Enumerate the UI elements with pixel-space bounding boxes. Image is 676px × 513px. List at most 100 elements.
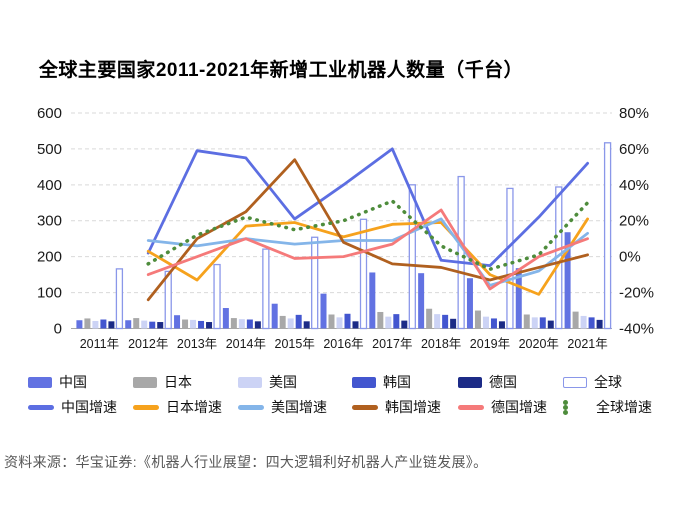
legend-item-全球: 全球 <box>563 374 622 390</box>
bar-德国 <box>596 319 603 329</box>
legend-label: 美国增速 <box>271 399 327 415</box>
bar-全球 <box>213 263 221 330</box>
legend-swatch-bar <box>28 376 52 388</box>
bar-美国 <box>531 317 538 329</box>
bar-韩国 <box>588 317 595 329</box>
legend-label: 中国增速 <box>61 399 117 415</box>
bar-德国 <box>108 321 115 329</box>
bar-日本 <box>328 314 335 329</box>
legend-item-日本: 日本 <box>133 374 192 390</box>
x-axis-label: 2014年 <box>226 337 266 351</box>
growth-line-全球增速 <box>146 199 590 272</box>
bar-中国 <box>125 320 132 329</box>
x-axis-label: 2011年 <box>80 337 119 351</box>
bar-美国 <box>92 320 99 329</box>
legend-swatch-line <box>133 404 159 410</box>
bar-日本 <box>133 318 140 329</box>
bar-韩国 <box>100 319 107 329</box>
legend-label: 美国 <box>269 374 297 390</box>
right-axis-tick: 0% <box>619 249 641 266</box>
bar-中国 <box>222 308 229 329</box>
legend-item-韩国增速: 韩国增速 <box>352 399 441 415</box>
bar-美国 <box>434 314 441 329</box>
bar-日本 <box>279 315 286 329</box>
x-axis-label: 2018年 <box>421 337 461 351</box>
legend-swatch-line <box>352 404 378 410</box>
legend-item-全球增速: 全球增速 <box>563 399 652 415</box>
bar-全球 <box>603 142 612 330</box>
x-axis-label: 2019年 <box>470 337 510 351</box>
right-axis-tick: 20% <box>619 213 649 230</box>
legend-swatch-line <box>238 404 264 410</box>
bar-中国 <box>515 268 522 329</box>
bar-德国 <box>547 320 554 329</box>
bar-美国 <box>238 319 245 329</box>
bar-美国 <box>287 318 294 329</box>
bar-美国 <box>336 317 343 329</box>
legend-label: 中国 <box>59 374 87 390</box>
bar-全球 <box>408 184 416 330</box>
growth-line-美国增速 <box>146 217 589 287</box>
growth-line-中国增速 <box>146 147 589 268</box>
growth-line-日本增速 <box>146 217 589 296</box>
right-axis-tick: -20% <box>619 285 654 302</box>
left-axis-tick: 200 <box>37 249 62 266</box>
bar-德国 <box>157 322 164 329</box>
right-axis-tick: 40% <box>619 177 649 194</box>
bar-全球 <box>115 268 124 330</box>
bar-中国 <box>320 293 327 329</box>
bar-韩国 <box>149 321 156 329</box>
bar-日本 <box>182 319 189 329</box>
legend-item-德国增速: 德国增速 <box>458 399 547 415</box>
legend-swatch-line <box>458 404 484 410</box>
left-axis-tick: 400 <box>37 177 62 194</box>
right-axis-tick: 80% <box>619 105 649 122</box>
bar-韩国 <box>198 320 205 329</box>
legend-label: 韩国增速 <box>385 399 441 415</box>
legend-swatch-dotted-line <box>563 399 589 415</box>
bar-德国 <box>303 321 310 329</box>
bar-德国 <box>206 322 213 329</box>
bar-韩国 <box>295 314 302 329</box>
bar-德国 <box>401 320 408 329</box>
source-note: 资料来源：华宝证券:《机器人行业展望：四大逻辑利好机器人产业链发展》。 <box>4 454 488 470</box>
legend-swatch-bar <box>458 376 482 388</box>
legend-label: 日本 <box>164 374 192 390</box>
bar-日本 <box>474 310 481 329</box>
legend-swatch-bar <box>238 376 262 388</box>
bar-韩国 <box>490 318 497 329</box>
bar-美国 <box>385 316 392 329</box>
left-axis-tick: 500 <box>37 141 62 158</box>
legend-item-中国: 中国 <box>28 374 87 390</box>
legend-swatch-line <box>28 404 54 410</box>
bar-全球 <box>311 236 319 330</box>
bar-美国 <box>190 319 197 329</box>
bar-中国 <box>76 320 83 329</box>
bar-中国 <box>564 232 571 329</box>
combo-chart: 0 -40% 100 -20% 200 0% 300 20% 400 40% 500 60% 600 80… <box>37 105 654 351</box>
bar-韩国 <box>393 314 400 329</box>
bar-日本 <box>523 314 530 329</box>
legend-swatch-bar <box>563 376 587 388</box>
legend-label: 全球增速 <box>596 399 652 415</box>
left-axis-tick: 0 <box>54 321 62 338</box>
x-axis-label: 2015年 <box>275 337 315 351</box>
bar-德国 <box>254 321 261 329</box>
left-axis-tick: 300 <box>37 213 62 230</box>
legend-item-德国: 德国 <box>458 374 517 390</box>
legend-label: 韩国 <box>383 374 411 390</box>
legend-item-中国增速: 中国增速 <box>28 399 117 415</box>
legend-label: 全球 <box>594 374 622 390</box>
legend-label: 日本增速 <box>166 399 222 415</box>
bar-日本 <box>84 318 91 329</box>
bar-中国 <box>418 273 425 329</box>
legend-item-美国增速: 美国增速 <box>238 399 327 415</box>
legend-label: 德国增速 <box>491 399 547 415</box>
bar-中国 <box>369 272 376 329</box>
x-axis-label: 2017年 <box>372 337 412 351</box>
bar-韩国 <box>246 319 253 329</box>
bar-日本 <box>426 308 433 329</box>
bar-韩国 <box>442 314 449 329</box>
x-axis-label: 2020年 <box>519 337 559 351</box>
